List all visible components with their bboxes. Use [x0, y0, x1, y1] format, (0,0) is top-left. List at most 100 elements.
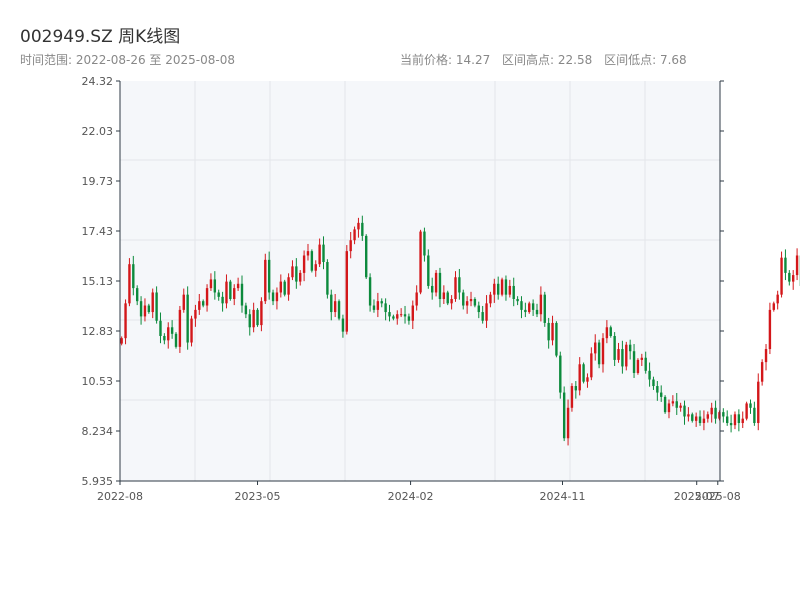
candle-up: [667, 403, 671, 413]
candle-up: [306, 251, 310, 256]
candle-down: [446, 292, 449, 304]
y-tick-label: 10.53: [82, 375, 114, 388]
candle-down: [613, 335, 616, 360]
candle-down: [163, 335, 166, 341]
candle-down: [559, 355, 562, 393]
candle-up: [376, 301, 380, 310]
candle-up: [764, 349, 768, 363]
candle-up: [760, 362, 764, 382]
candle-up: [757, 381, 760, 424]
y-tick-label: 19.73: [82, 175, 114, 188]
candle-down: [267, 259, 271, 293]
candle-down: [361, 222, 364, 236]
candle-down: [174, 333, 178, 347]
candle-up: [318, 244, 321, 265]
candle-down: [547, 322, 550, 341]
candle-up: [291, 266, 294, 278]
candle-up: [590, 353, 593, 378]
candle-up: [198, 301, 201, 310]
candle-up: [454, 277, 457, 300]
candle-up: [353, 229, 356, 241]
candle-down: [326, 262, 329, 295]
x-tick-label: 2022-08: [97, 490, 143, 503]
candle-up: [411, 305, 414, 321]
candle-up: [687, 414, 690, 417]
candle-up: [578, 364, 581, 391]
candle-down: [683, 405, 686, 417]
candle-down: [159, 320, 162, 336]
candle-up: [706, 414, 710, 419]
candle-up: [205, 288, 209, 306]
candle-down: [372, 305, 376, 310]
candle-up: [636, 359, 640, 373]
y-tick-label: 24.32: [82, 75, 114, 88]
candle-down: [504, 279, 508, 295]
candle-up: [617, 349, 620, 360]
candle-down: [384, 303, 387, 313]
candle-down: [628, 344, 632, 352]
candle-down: [543, 294, 546, 323]
candle-down: [535, 309, 539, 315]
candle-up: [345, 251, 349, 332]
candles: [120, 215, 800, 446]
candle-up: [182, 294, 185, 310]
candle-down: [407, 316, 411, 321]
candle-up: [396, 314, 399, 319]
candle-down: [341, 318, 345, 332]
candle-up: [287, 277, 290, 295]
candle-up: [314, 264, 317, 271]
candle-down: [135, 288, 139, 302]
candle-up: [415, 292, 418, 306]
candle-down: [753, 407, 756, 424]
y-tick-label: 15.13: [82, 275, 114, 288]
candle-up: [570, 386, 574, 408]
candle-up: [551, 322, 554, 341]
candle-down: [582, 364, 585, 382]
candle-up: [528, 303, 531, 313]
y-tick-label: 22.03: [82, 125, 114, 138]
candle-up: [745, 403, 748, 419]
candle-down: [652, 379, 655, 387]
candle-up: [260, 301, 263, 326]
candle-up: [733, 414, 737, 426]
x-tick-label: 2025-08: [695, 490, 741, 503]
candle-down: [660, 392, 663, 397]
candle-down: [213, 279, 217, 293]
candle-down: [186, 294, 189, 343]
candle-down: [784, 257, 787, 273]
candle-up: [710, 407, 713, 415]
candle-down: [337, 301, 341, 319]
candle-down: [438, 272, 442, 300]
candle-up: [539, 294, 543, 315]
candle-up: [469, 299, 473, 302]
candle-up: [124, 303, 127, 339]
candle-up: [434, 272, 438, 293]
y-tick-label: 12.83: [82, 325, 114, 338]
candle-down: [132, 264, 135, 289]
candle-down: [403, 314, 407, 317]
candle-up: [178, 309, 182, 347]
candle-down: [147, 305, 151, 313]
candle-up: [349, 240, 352, 252]
candle-up: [671, 401, 675, 404]
candle-down: [714, 407, 717, 419]
current-price-text: 当前价格: 14.27: [400, 53, 491, 67]
candle-down: [524, 309, 527, 313]
candle-up: [252, 309, 255, 328]
candle-up: [586, 377, 589, 382]
candle-down: [574, 386, 578, 391]
candle-down: [644, 357, 647, 371]
candle-up: [508, 285, 512, 295]
candle-down: [139, 301, 143, 317]
x-tick-label: 2024-11: [540, 490, 586, 503]
candle-up: [151, 292, 154, 313]
candle-up: [772, 303, 775, 310]
candle-up: [419, 231, 422, 293]
candle-down: [726, 416, 729, 424]
candle-up: [194, 309, 197, 319]
candle-down: [512, 285, 515, 300]
candle-down: [380, 301, 383, 304]
candle-up: [302, 255, 306, 273]
candle-up: [694, 416, 698, 421]
candle-up: [225, 281, 228, 304]
